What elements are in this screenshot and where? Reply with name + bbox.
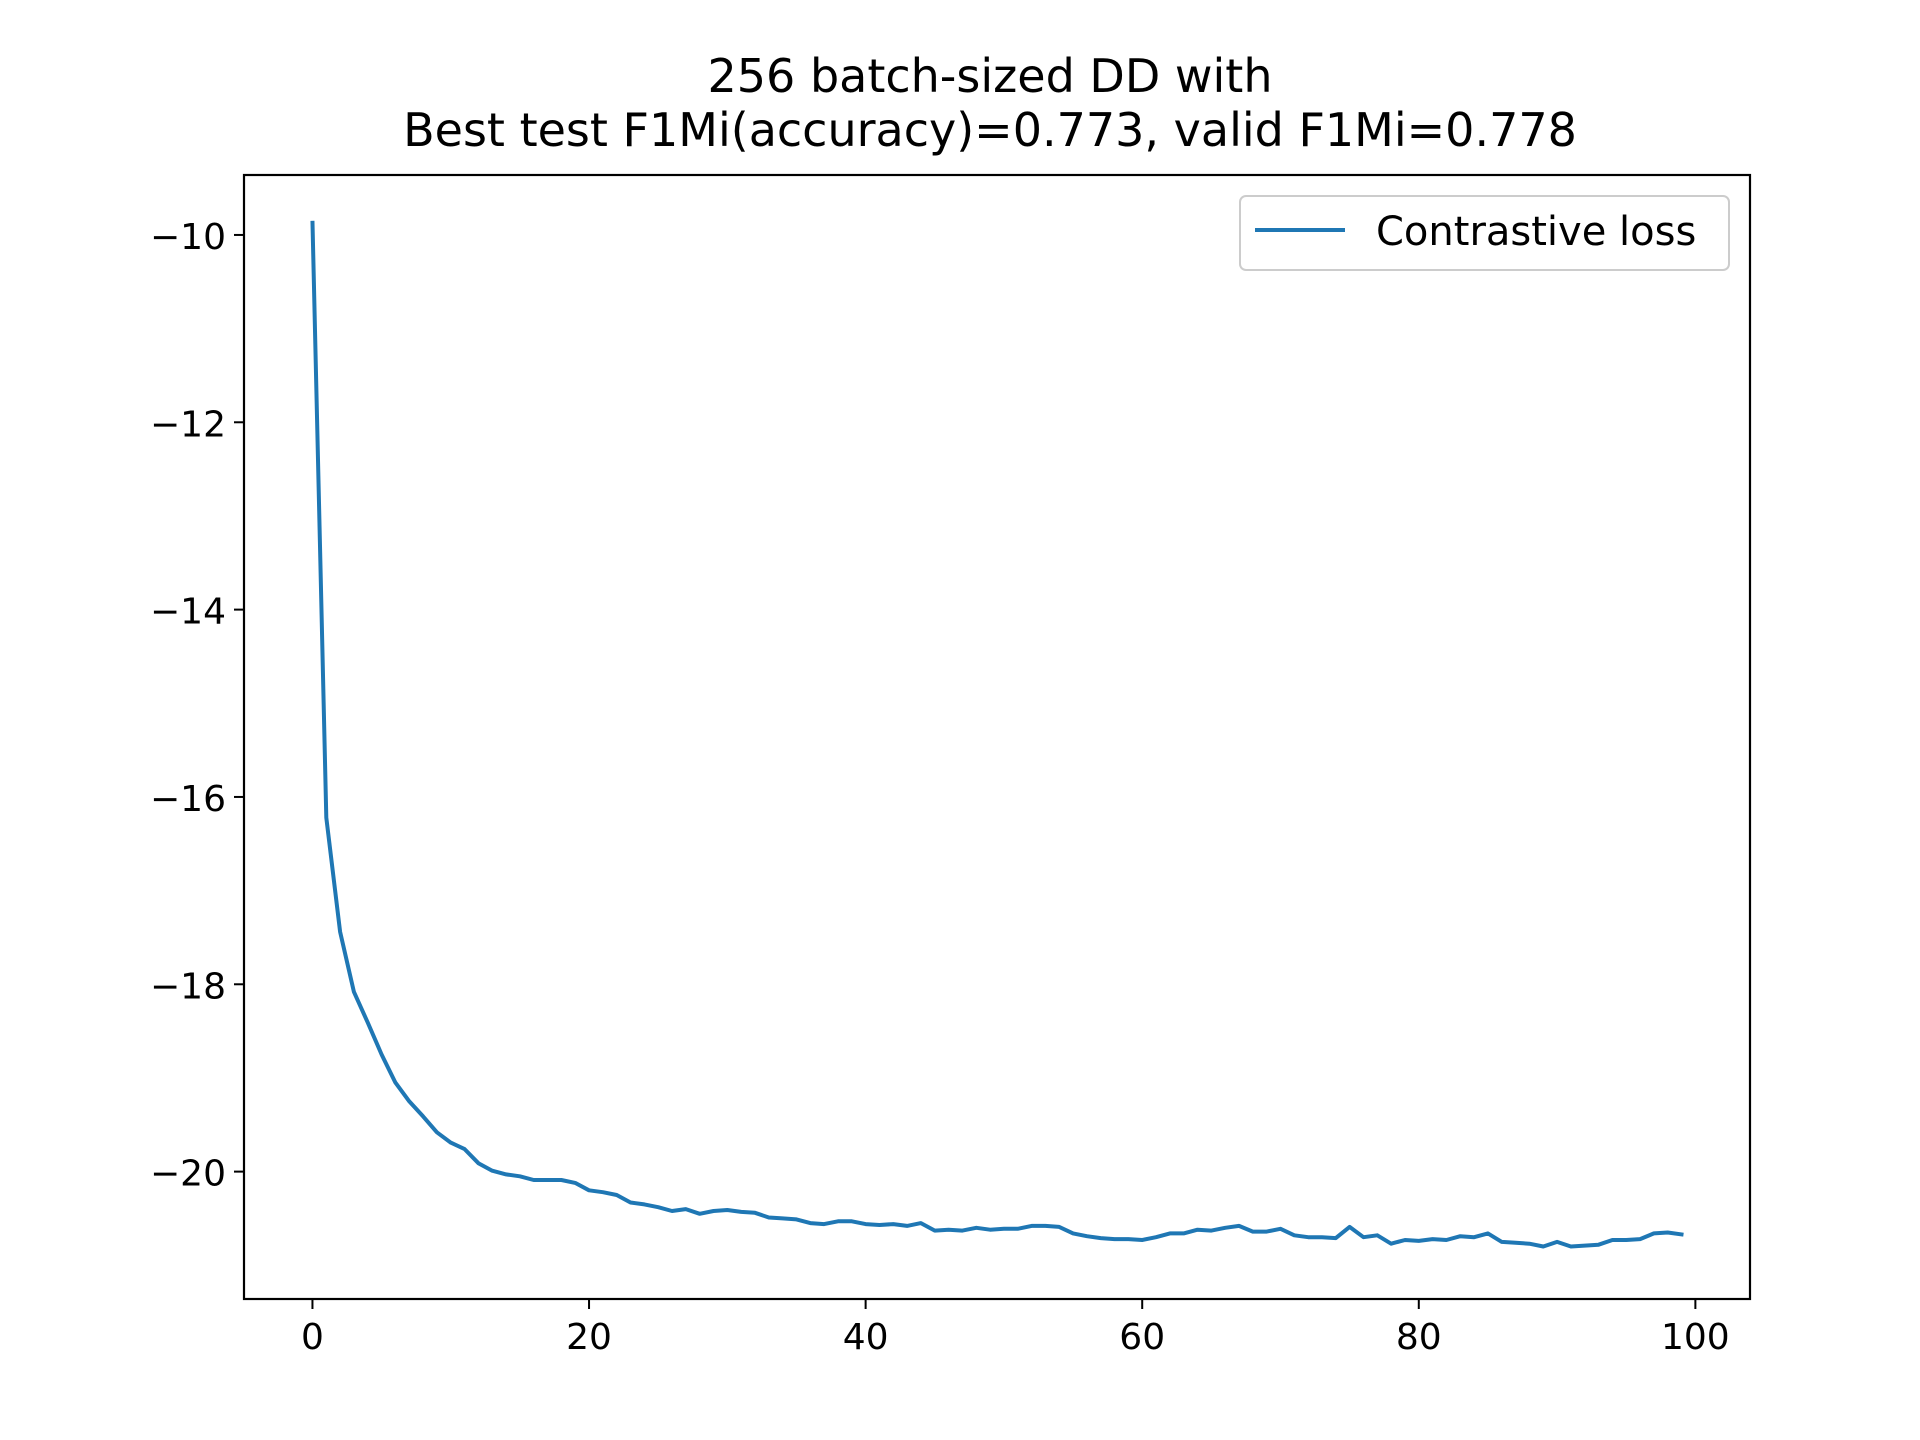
legend: Contrastive loss (1239, 195, 1730, 271)
legend-box (1239, 195, 1730, 271)
chart-subtitle: Best test F1Mi(accuracy)=0.773, valid F1… (403, 103, 1577, 157)
plot-frame (242, 173, 1752, 1301)
plot-series (310, 220, 1684, 1249)
x-tick-label: 100 (1661, 1317, 1730, 1358)
series-line-contrastive-loss (310, 220, 1684, 1249)
y-axis: −10 −12 −14 −16 −18 −20 (150, 217, 244, 1195)
x-tick-label: 60 (1119, 1317, 1165, 1358)
y-tick-label: −18 (150, 966, 226, 1007)
x-tick-label: 0 (301, 1317, 324, 1358)
x-axis: 0 20 40 60 80 100 (301, 1299, 1730, 1358)
y-tick-label: −12 (150, 404, 226, 445)
x-tick-label: 20 (566, 1317, 612, 1358)
y-tick-label: −14 (150, 592, 226, 633)
x-tick-label: 80 (1396, 1317, 1442, 1358)
y-tick-label: −10 (150, 217, 226, 258)
y-tick-label: −20 (150, 1154, 226, 1195)
x-tick-label: 40 (843, 1317, 889, 1358)
chart-title: 256 batch-sized DD with (708, 49, 1273, 103)
y-tick-label: −16 (150, 779, 226, 820)
legend-label: Contrastive loss (1376, 209, 1696, 255)
